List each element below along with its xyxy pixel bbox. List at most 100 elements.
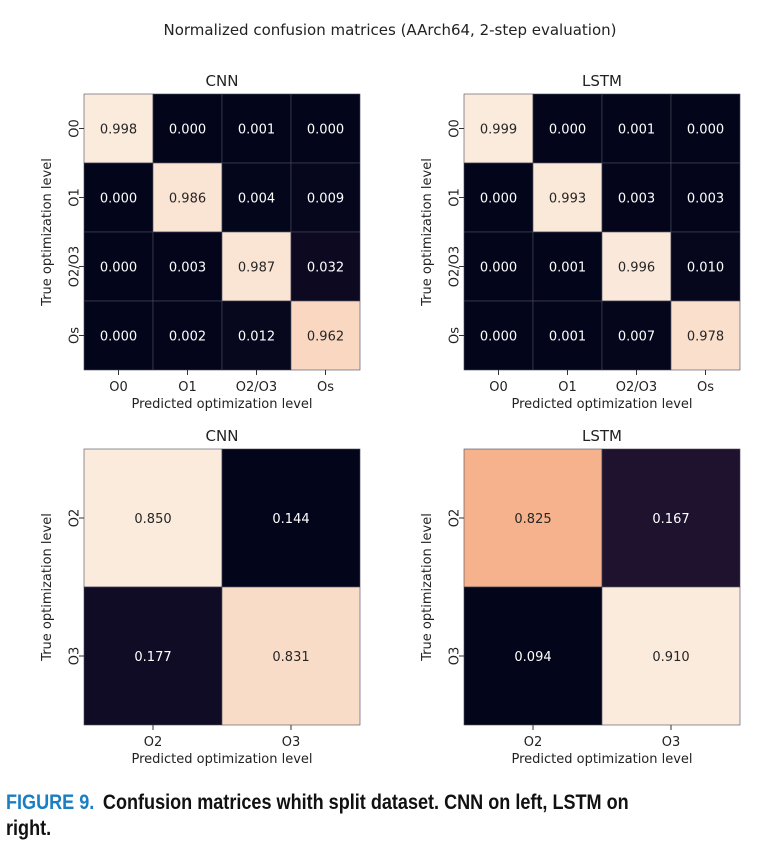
heatmap-cell (532, 93, 603, 164)
cell-value-label: 0.094 (514, 650, 551, 665)
heatmap-cell (670, 93, 741, 164)
heatmap-cell (83, 93, 154, 164)
subplot-title: LSTM (582, 72, 622, 90)
cell-value-label: 0.999 (480, 123, 517, 138)
x-tick-label: O3 (662, 735, 681, 750)
y-tick-label: O2/O3 (68, 246, 83, 287)
cell-value-label: 0.000 (480, 261, 517, 276)
heatmap-cell (290, 93, 361, 164)
heatmap-cell (152, 300, 223, 371)
subplot-title: CNN (206, 72, 239, 90)
y-tick-label: O0 (68, 119, 83, 138)
cell-value-label: 0.000 (307, 123, 344, 138)
subplot-title: LSTM (582, 427, 622, 445)
heatmap-cell (83, 162, 154, 233)
heatmap-cell (532, 231, 603, 302)
x-axis-label: Predicted optimization level (131, 397, 312, 412)
x-tick-label: O2/O3 (616, 380, 657, 395)
cell-value-label: 0.986 (169, 192, 206, 207)
x-tick-label: O0 (109, 380, 128, 395)
cell-value-label: 0.010 (687, 261, 724, 276)
cell-value-label: 0.007 (618, 330, 655, 345)
heatmap-cell (290, 162, 361, 233)
heatmap-cell (152, 93, 223, 164)
heatmap-cell (221, 300, 292, 371)
x-tick-label: O2 (144, 735, 163, 750)
x-tick-label: O2/O3 (236, 380, 277, 395)
cell-value-label: 0.003 (687, 192, 724, 207)
heatmap-cell (670, 300, 741, 371)
x-tick-label: O2 (524, 735, 543, 750)
x-axis-label: Predicted optimization level (511, 752, 692, 767)
heatmap-cell (463, 231, 534, 302)
cell-value-label: 0.032 (307, 261, 344, 276)
heatmap-cell (601, 93, 672, 164)
heatmap-cell (670, 162, 741, 233)
heatmap-cell (83, 300, 154, 371)
heatmap-4: 0.825 0.167 0.094 0.910 LSTM O2 O3 O2 O3 Predicte… (420, 427, 741, 767)
heatmap-cell (463, 586, 603, 726)
heatmap-cell (601, 231, 672, 302)
cell-value-label: 0.831 (272, 650, 309, 665)
heatmap-cell (601, 586, 741, 726)
x-tick-label: Os (317, 380, 334, 395)
y-tick-label: Os (68, 327, 83, 344)
y-tick-label: O2 (448, 509, 463, 528)
caption-text: Confusion matrices whith split dataset. … (6, 791, 629, 840)
heatmap-cell (601, 448, 741, 588)
cell-value-label: 0.004 (238, 192, 275, 207)
cell-value-label: 0.012 (238, 330, 275, 345)
heatmap-cell (463, 93, 534, 164)
x-axis-label: Predicted optimization level (511, 397, 692, 412)
cell-value-label: 0.000 (549, 123, 586, 138)
heatmap-cell (83, 586, 223, 726)
cell-value-label: 0.850 (134, 512, 171, 527)
heatmap-cell (290, 231, 361, 302)
y-tick-label: O2/O3 (448, 246, 463, 287)
cell-value-label: 0.000 (687, 123, 724, 138)
y-tick-label: O3 (448, 647, 463, 666)
cell-value-label: 0.001 (549, 330, 586, 345)
heatmap-2: 0.999 0.000 0.001 0.000 0.000 0.993 0.003 0.003… (420, 72, 741, 412)
cell-value-label: 0.003 (169, 261, 206, 276)
cell-value-label: 0.009 (307, 192, 344, 207)
y-axis-label: True optimization level (420, 513, 435, 662)
cell-value-label: 0.987 (238, 261, 275, 276)
heatmap-1: 0.998 0.000 0.001 0.000 0.000 0.986 0.004 0.009… (40, 72, 361, 412)
cell-value-label: 0.000 (100, 330, 137, 345)
cell-value-label: 0.000 (480, 330, 517, 345)
cell-value-label: 0.000 (100, 192, 137, 207)
cell-value-label: 0.000 (169, 123, 206, 138)
subplot-title: CNN (206, 427, 239, 445)
y-axis-label: True optimization level (40, 158, 55, 307)
x-tick-label: O3 (282, 735, 301, 750)
cell-value-label: 0.993 (549, 192, 586, 207)
cell-value-label: 0.000 (480, 192, 517, 207)
heatmap-3: 0.850 0.144 0.177 0.831 CNN O2 O3 O2 O3 Predicted… (40, 427, 361, 767)
heatmap-cell (601, 162, 672, 233)
x-tick-label: O1 (178, 380, 197, 395)
heatmap-cell (221, 586, 361, 726)
heatmap-cell (290, 300, 361, 371)
heatmap-cell (152, 231, 223, 302)
cell-value-label: 0.001 (238, 123, 275, 138)
heatmap-cell (83, 448, 223, 588)
y-tick-label: O1 (68, 188, 83, 207)
cell-value-label: 0.998 (100, 123, 137, 138)
cell-value-label: 0.996 (618, 261, 655, 276)
figure: Normalized confusion matrices (AArch64, … (40, 21, 741, 767)
heatmap-cell (463, 448, 603, 588)
heatmap-cell (463, 162, 534, 233)
cell-value-label: 0.177 (134, 650, 171, 665)
suptitle: Normalized confusion matrices (AArch64, … (164, 21, 617, 39)
cell-value-label: 0.962 (307, 330, 344, 345)
cell-value-label: 0.001 (618, 123, 655, 138)
cell-value-label: 0.003 (618, 192, 655, 207)
y-axis-label: True optimization level (40, 513, 55, 662)
y-tick-label: Os (448, 327, 463, 344)
y-tick-label: O0 (448, 119, 463, 138)
x-tick-label: O0 (489, 380, 508, 395)
y-tick-label: O2 (68, 509, 83, 528)
cell-value-label: 0.825 (514, 512, 551, 527)
x-axis-label: Predicted optimization level (131, 752, 312, 767)
